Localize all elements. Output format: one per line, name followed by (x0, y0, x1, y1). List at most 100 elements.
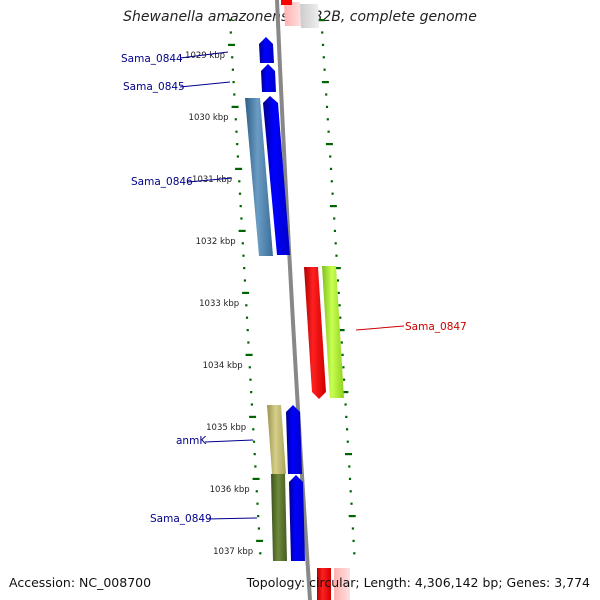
feature-top-gray (300, 4, 319, 28)
minor-tick (337, 291, 340, 294)
major-tick (228, 43, 235, 46)
gene-sama-0844-cds[interactable] (259, 37, 274, 63)
label-sama-0846[interactable]: Sama_0846 (131, 176, 193, 188)
minor-tick (239, 205, 242, 208)
major-tick (321, 81, 329, 84)
gene-sama-0845-cds[interactable] (261, 64, 276, 92)
minor-tick (242, 254, 245, 257)
minor-tick (327, 130, 330, 133)
minor-tick (243, 267, 246, 270)
minor-tick (326, 118, 329, 121)
tick-label: 1033 kbp (199, 299, 239, 309)
leader-sama-0847 (355, 325, 405, 331)
minor-tick (348, 465, 351, 468)
label-sama-0845[interactable]: Sama_0845 (123, 81, 185, 93)
minor-tick (256, 502, 259, 505)
major-tick (238, 229, 246, 232)
minor-tick (252, 428, 255, 431)
minor-tick (348, 477, 352, 480)
gene-sama-0847-cds[interactable] (304, 267, 326, 399)
tick-label: 1032 kbp (196, 237, 236, 247)
major-tick (231, 105, 239, 108)
gene-sama-0849-cds[interactable] (289, 475, 305, 561)
genome-backbone (275, 0, 312, 600)
major-tick (249, 415, 257, 418)
label-sama-0849[interactable]: Sama_0849 (150, 513, 212, 525)
tick-label: 1037 kbp (213, 547, 253, 557)
minor-tick (245, 304, 248, 307)
minor-tick (248, 366, 251, 369)
minor-tick (231, 68, 234, 71)
minor-tick (229, 31, 232, 34)
minor-tick (336, 279, 340, 282)
gene-sama-0849-feature[interactable] (271, 474, 287, 561)
minor-tick (259, 552, 262, 555)
minor-tick (344, 403, 347, 406)
leader-anmk (204, 439, 254, 443)
label-sama-0844[interactable]: Sama_0844 (121, 53, 183, 65)
minor-tick (350, 502, 353, 505)
minor-tick (254, 465, 257, 468)
minor-tick (340, 341, 343, 344)
minor-tick (331, 192, 334, 195)
major-tick (325, 143, 333, 146)
gene-sama-0847-feature[interactable] (322, 266, 344, 398)
minor-tick (349, 490, 352, 493)
minor-tick (338, 304, 341, 307)
major-tick (317, 19, 325, 22)
leader-sama-0844 (179, 51, 229, 59)
minor-tick (233, 93, 236, 96)
minor-tick (334, 242, 337, 245)
label-anmk[interactable]: anmK (176, 435, 207, 447)
feature-top-red (281, 0, 292, 5)
leader-sama-0845 (179, 81, 231, 88)
minor-tick (351, 527, 354, 530)
gene-sama-0846-cds[interactable] (263, 96, 290, 255)
minor-tick (343, 378, 346, 381)
minor-tick (252, 440, 256, 443)
minor-tick (323, 68, 326, 71)
tick-label: 1035 kbp (206, 423, 246, 433)
major-tick (337, 329, 345, 332)
minor-tick (329, 167, 333, 170)
minor-tick (234, 118, 237, 121)
minor-tick (325, 93, 328, 96)
minor-tick (246, 329, 249, 332)
minor-tick (333, 229, 336, 232)
minor-tick (333, 217, 336, 220)
minor-tick (245, 316, 249, 319)
minor-tick (335, 254, 338, 257)
minor-tick (243, 279, 246, 282)
minor-tick (341, 353, 344, 356)
minor-tick (325, 105, 329, 108)
minor-tick (250, 403, 253, 406)
feature-top-pink (284, 2, 301, 26)
minor-tick (255, 490, 258, 493)
minor-tick (352, 539, 355, 542)
minor-tick (257, 515, 260, 518)
tick-label: 1030 kbp (189, 113, 229, 123)
minor-tick (322, 56, 325, 59)
label-sama-0847[interactable]: Sama_0847 (405, 321, 467, 333)
major-tick (245, 353, 253, 356)
minor-tick (249, 378, 252, 381)
minor-tick (232, 81, 235, 84)
minor-tick (231, 56, 234, 59)
gene-anmk-cds[interactable] (286, 405, 302, 474)
minor-tick (257, 527, 260, 530)
minor-tick (346, 440, 349, 443)
genome-summary-text: Topology: circular; Length: 4,306,142 bp… (246, 575, 590, 590)
gene-sama-0846-feature[interactable] (245, 98, 273, 256)
gene-anmk-feature[interactable] (267, 405, 286, 474)
minor-tick (329, 155, 332, 158)
minor-tick (321, 43, 325, 46)
minor-tick (236, 155, 239, 158)
minor-tick (346, 428, 349, 431)
tick-label: 1036 kbp (210, 485, 250, 495)
minor-tick (238, 180, 241, 183)
major-tick (341, 391, 349, 394)
minor-tick (342, 366, 345, 369)
minor-tick (339, 316, 342, 319)
major-tick (348, 515, 356, 518)
